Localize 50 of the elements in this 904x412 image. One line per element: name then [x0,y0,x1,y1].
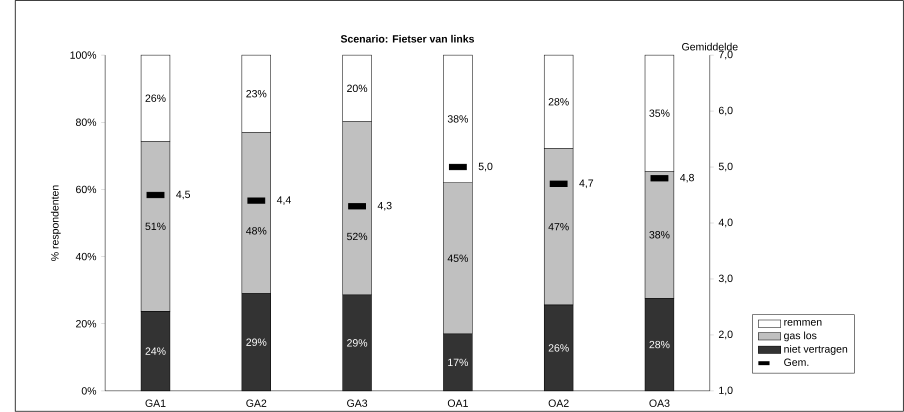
data-label: 29% [347,339,368,347]
y-tick-label: 100% [70,51,96,59]
x-tick-label: GA2 [246,400,266,407]
data-label: 28% [649,340,670,348]
legend-label: Gem. [784,358,808,366]
data-label: 4,8 [680,174,694,183]
legend-label: remmen [784,320,822,326]
data-label: 17% [448,358,468,366]
data-label: 51% [145,222,166,230]
data-label: 20% [347,84,368,92]
y2-tick-label: 7,0 [718,50,733,60]
data-label: 26% [548,344,569,352]
data-label: 4,5 [176,190,190,200]
legend-label: niet vertragen [784,345,848,355]
x-tick-label: OA2 [548,400,569,407]
data-label: 48% [246,227,266,235]
y2-tick-label: 3,0 [718,274,733,284]
y2-axis-title: Gemiddelde [682,42,738,51]
legend-label: gas los [784,332,816,342]
data-label: 4,7 [579,180,594,188]
data-label: 45% [448,254,468,262]
y-tick-label: 60% [76,186,96,194]
data-label: 38% [649,231,670,239]
x-tick-label: GA3 [347,400,368,407]
data-label: 28% [548,98,569,106]
data-label: 47% [548,223,569,230]
y-tick-label: 20% [76,320,96,328]
data-label: 38% [448,115,468,123]
data-label: 4,3 [378,202,392,211]
data-label: 4,4 [276,196,291,205]
data-label: 29% [246,338,266,346]
y-tick-label: 80% [76,118,96,126]
y-tick-label: 0% [82,387,96,395]
chart-title: Scenario: Fietser van links [340,34,474,43]
y-tick-label: 40% [76,252,96,260]
y-axis-title: % respondenten [50,186,61,261]
y2-tick-label: 6,0 [718,106,733,116]
data-label: 52% [346,232,368,240]
y2-tick-label: 5,0 [718,162,733,172]
x-tick-label: GA1 [146,400,166,407]
x-tick-label: OA3 [649,400,670,407]
y2-tick-label: 4,0 [718,218,733,228]
data-label: 35% [649,110,670,117]
data-label: 23% [246,90,266,98]
data-label: 5,0 [478,162,492,172]
data-label: 24% [146,347,166,355]
y2-tick-label: 2,0 [718,330,733,340]
data-label: 26% [146,94,166,102]
x-tick-label: OA1 [448,400,468,407]
y2-tick-label: 1,0 [719,386,733,396]
